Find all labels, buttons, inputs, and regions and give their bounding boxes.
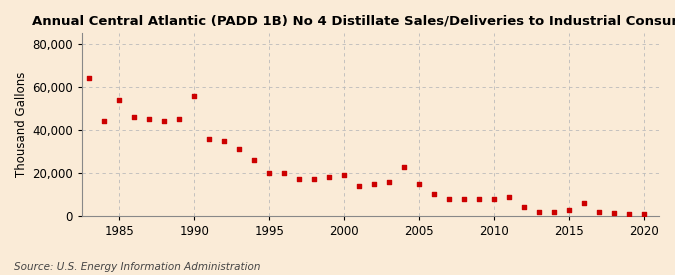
Point [369, 182, 379, 186]
Title: Annual Central Atlantic (PADD 1B) No 4 Distillate Sales/Deliveries to Industrial: Annual Central Atlantic (PADD 1B) No 4 D… [32, 15, 675, 28]
Point [564, 207, 574, 212]
Point [234, 147, 244, 152]
Point [308, 177, 319, 182]
Point [354, 184, 364, 188]
Point [623, 212, 634, 216]
Point [429, 192, 439, 197]
Point [249, 158, 260, 162]
Point [84, 76, 95, 81]
Point [144, 117, 155, 122]
Point [219, 139, 230, 143]
Point [504, 194, 514, 199]
Point [489, 197, 500, 201]
Point [279, 171, 290, 175]
Point [99, 119, 110, 124]
Point [399, 164, 410, 169]
Text: Source: U.S. Energy Information Administration: Source: U.S. Energy Information Administ… [14, 262, 260, 272]
Point [264, 171, 275, 175]
Point [578, 201, 589, 205]
Point [324, 175, 335, 180]
Point [174, 117, 185, 122]
Point [383, 179, 394, 184]
Point [608, 211, 619, 215]
Point [593, 210, 604, 214]
Point [114, 98, 125, 102]
Point [458, 197, 469, 201]
Point [549, 210, 560, 214]
Point [159, 119, 169, 124]
Point [189, 94, 200, 98]
Point [204, 136, 215, 141]
Point [129, 115, 140, 119]
Y-axis label: Thousand Gallons: Thousand Gallons [15, 72, 28, 177]
Point [443, 197, 454, 201]
Point [518, 205, 529, 210]
Point [474, 197, 485, 201]
Point [533, 210, 544, 214]
Point [414, 182, 425, 186]
Point [639, 212, 649, 216]
Point [339, 173, 350, 177]
Point [294, 177, 304, 182]
